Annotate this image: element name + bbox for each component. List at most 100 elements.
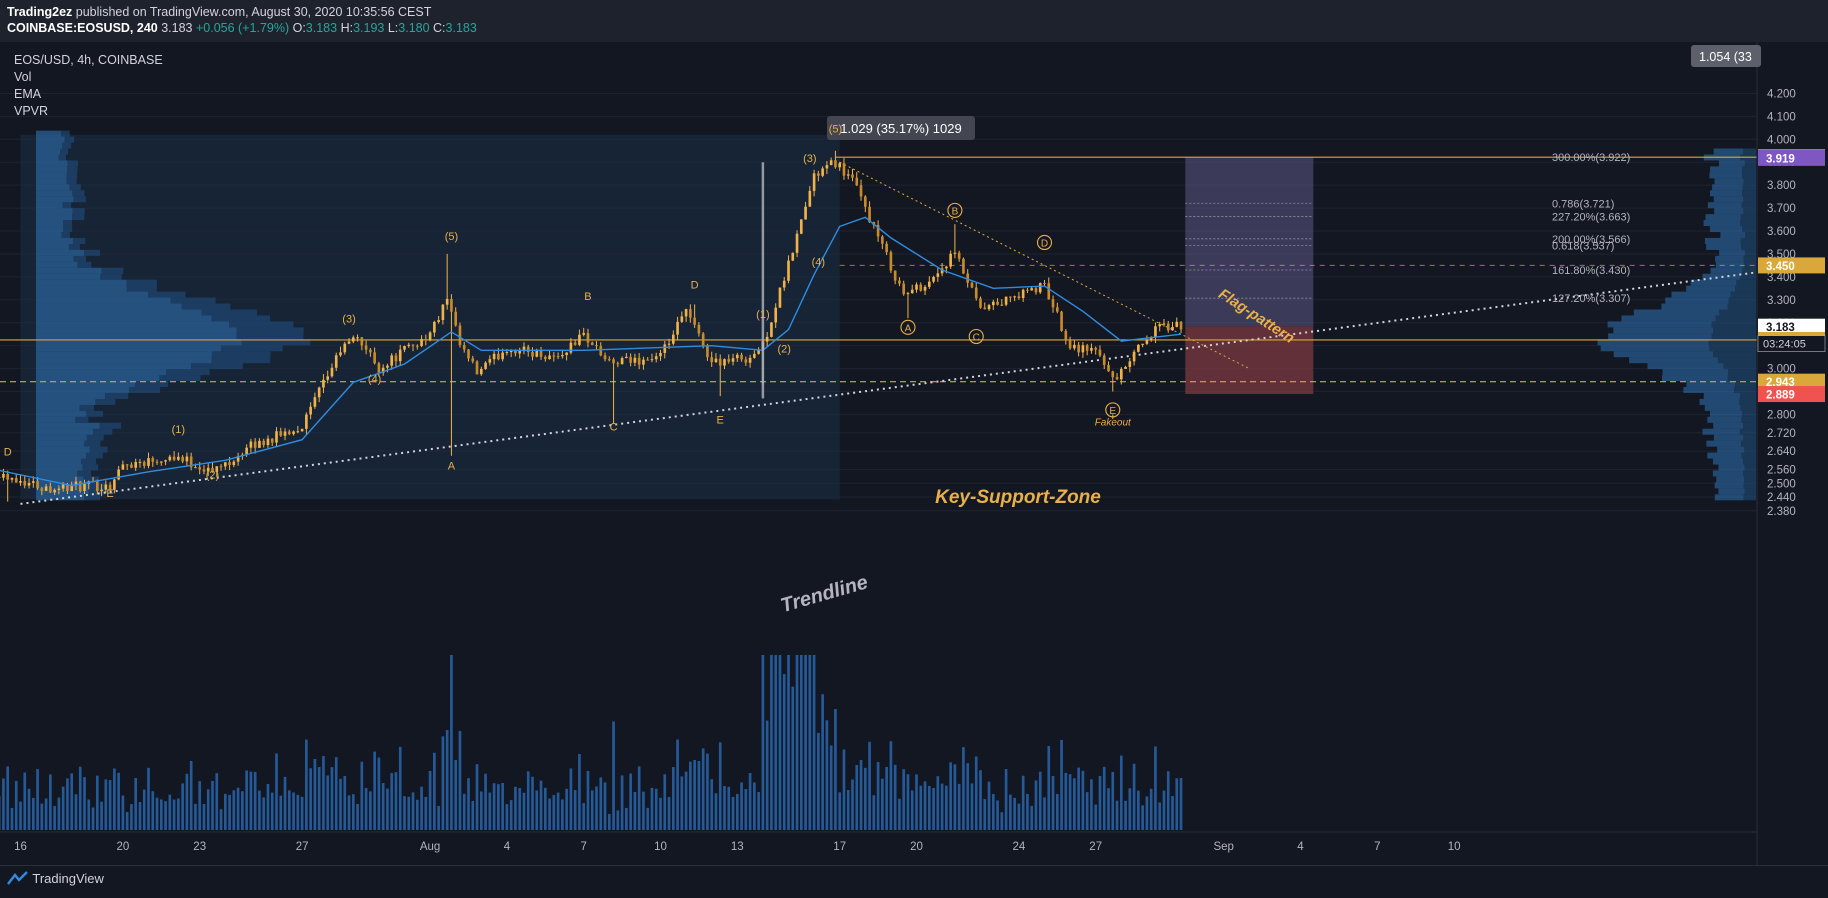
volume-bar: [1052, 776, 1055, 830]
vpvr-right-bar: [1723, 363, 1756, 369]
candle-body: [599, 346, 602, 355]
candle-body: [369, 350, 372, 353]
time-tick-label: Aug: [420, 841, 440, 853]
candle-body: [804, 207, 807, 220]
volume-bar: [638, 766, 641, 830]
volume-bar: [617, 810, 620, 830]
time-tick-label: 20: [910, 841, 923, 853]
volume-bar: [314, 759, 317, 830]
candle-body: [476, 361, 479, 374]
candle-body: [1116, 377, 1119, 379]
vpvr-left-bar: [36, 464, 83, 470]
vpvr-right-bar: [1741, 441, 1756, 447]
candle-body: [262, 441, 265, 445]
candle-body: [1158, 324, 1161, 326]
candle-body: [322, 380, 325, 388]
volume-bar: [612, 721, 615, 830]
candle-body: [1090, 348, 1093, 351]
volume-bar: [399, 747, 402, 830]
price-chart[interactable]: 300.00%(3.922)0.786(3.721)227.20%(3.663)…: [0, 42, 1828, 865]
volume-bar: [1116, 801, 1119, 830]
volume-bar: [198, 781, 201, 830]
vpvr-right-bar: [1743, 149, 1756, 155]
candle-body: [480, 369, 483, 374]
candle-body: [907, 293, 910, 294]
vpvr-right-bar: [1744, 447, 1756, 453]
volume-bar: [1018, 804, 1021, 830]
wave-label: B: [584, 291, 591, 303]
candle-body: [134, 462, 137, 468]
candle-body: [779, 288, 782, 308]
volume-bar: [676, 739, 679, 830]
time-tick-label: 10: [654, 841, 667, 853]
price-tick-label: 2.500: [1767, 478, 1796, 490]
candle-body: [851, 174, 854, 177]
candle-body: [881, 236, 884, 243]
candle-body: [937, 273, 940, 276]
candle-body: [830, 160, 833, 165]
candle-body: [553, 356, 556, 357]
vpvr-right-bar: [1706, 244, 1741, 250]
volume-bar: [215, 773, 218, 830]
volume-bar: [1150, 789, 1153, 830]
author-name[interactable]: Trading2ez: [7, 5, 72, 19]
candle-body: [540, 350, 543, 357]
vpvr-left-bar: [36, 172, 67, 178]
candle-body: [1005, 297, 1008, 305]
vpvr-right-bar: [1707, 453, 1741, 459]
candle-body: [1082, 345, 1085, 352]
vpvr-right-bar: [1708, 202, 1742, 208]
volume-bar: [898, 799, 901, 830]
trendline-label: Trendline: [778, 571, 870, 617]
vpvr-right-bar: [1608, 321, 1712, 327]
volume-bar: [75, 794, 78, 830]
candle-body: [843, 163, 846, 175]
tradingview-brand[interactable]: TradingView: [7, 871, 104, 886]
volume-bar: [949, 762, 952, 830]
volume-bar: [386, 789, 389, 830]
candle-body: [962, 259, 965, 274]
volume-bar: [407, 797, 410, 830]
volume-bar: [868, 742, 871, 830]
volume-bar: [190, 761, 193, 830]
vpvr-right-bar: [1661, 304, 1727, 310]
vpvr-right-bar: [1744, 482, 1756, 488]
wave-label: (2): [778, 344, 791, 356]
volume-bar: [126, 812, 129, 830]
volume-bar: [297, 795, 300, 830]
vpvr-right-bar: [1741, 214, 1756, 220]
vpvr-right-bar: [1714, 435, 1743, 441]
vpvr-right-bar: [1742, 226, 1756, 232]
fib-label: 161.80%(3.430): [1552, 265, 1630, 277]
volume-bar: [578, 754, 581, 830]
candle-body: [1043, 283, 1046, 284]
vpvr-left-bar: [60, 149, 68, 155]
price-tick-label: 4.100: [1767, 111, 1796, 123]
candle-body: [736, 355, 739, 358]
close-label: C:: [433, 21, 446, 35]
low-value: 3.180: [398, 21, 429, 35]
vpvr-left-bar: [36, 369, 166, 375]
vpvr-left-bar: [36, 470, 77, 476]
candle-body: [719, 359, 722, 366]
vpvr-right-bar: [1702, 429, 1739, 435]
vpvr-right-bar: [1714, 196, 1744, 202]
legend-item-ema[interactable]: EMA: [14, 86, 163, 103]
volume-bar: [471, 801, 474, 830]
candle-body: [425, 339, 428, 340]
volume-bar: [425, 797, 428, 830]
legend-item-vpvr[interactable]: VPVR: [14, 103, 163, 120]
volume-bar: [49, 774, 52, 830]
volume-bar: [1099, 776, 1102, 830]
open-label: O:: [293, 21, 306, 35]
volume-bar: [288, 790, 291, 830]
candle-body: [446, 299, 449, 305]
volume-bar: [2, 779, 5, 830]
candle-body: [314, 397, 317, 407]
volume-bar: [928, 786, 931, 830]
legend-item-vol[interactable]: Vol: [14, 69, 163, 86]
volume-bar: [28, 789, 31, 830]
volume-bar: [988, 782, 991, 830]
vpvr-right-bar: [1728, 369, 1756, 375]
